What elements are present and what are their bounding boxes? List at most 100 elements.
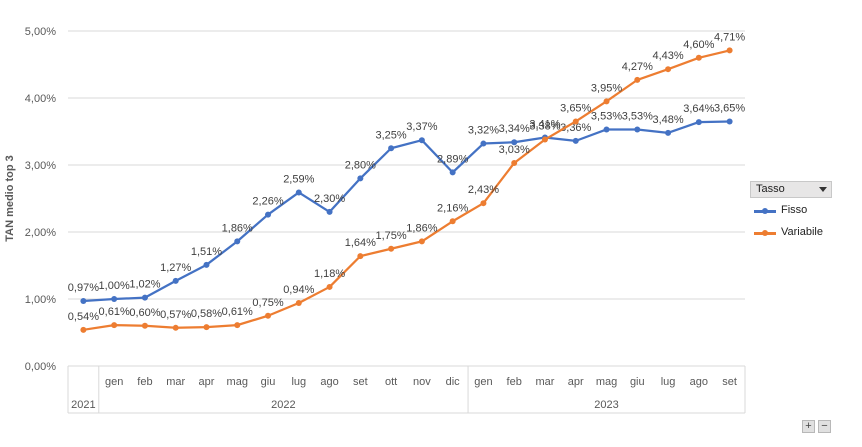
data-point <box>449 218 456 225</box>
x-tick-label: gen <box>474 376 492 388</box>
data-point <box>634 76 641 83</box>
data-label: 3,64% <box>683 103 714 115</box>
x-tick-label: ago <box>690 376 708 388</box>
data-point <box>265 312 272 319</box>
data-point <box>234 322 241 329</box>
x-tick-label: mar <box>536 376 555 388</box>
data-point <box>111 322 118 329</box>
series-line-variabile <box>83 49 730 331</box>
x-tick-label: giu <box>261 376 276 388</box>
x-tick-label: mar <box>166 376 185 388</box>
data-point <box>80 298 87 305</box>
y-tick-label: 5,00% <box>25 26 56 38</box>
data-label: 1,75% <box>376 230 407 242</box>
collapse-field-button[interactable]: − <box>818 420 831 433</box>
data-label: 2,59% <box>283 173 314 185</box>
data-label: 0,61% <box>99 306 130 318</box>
legend-label: Fisso <box>781 204 808 216</box>
x-tick-label: mag <box>596 376 617 388</box>
data-label: 4,43% <box>652 50 683 62</box>
data-label: 2,26% <box>252 196 283 208</box>
legend-title: Tasso <box>756 183 785 195</box>
y-tick-label: 2,00% <box>25 227 56 239</box>
data-point <box>695 54 702 61</box>
data-label: 1,51% <box>191 246 222 258</box>
data-label: 1,02% <box>129 279 160 291</box>
data-label: 0,94% <box>283 284 314 296</box>
data-point <box>603 98 610 105</box>
data-label: 0,97% <box>68 282 99 294</box>
data-label: 1,00% <box>99 280 130 292</box>
x-tick-label: nov <box>413 376 431 388</box>
data-point <box>603 126 610 133</box>
data-point <box>511 159 518 166</box>
data-point <box>172 324 179 331</box>
data-point <box>111 296 118 302</box>
x-tick-label: lug <box>291 376 306 388</box>
data-point <box>449 169 456 176</box>
data-point <box>265 211 272 218</box>
data-label: 3,53% <box>591 110 622 122</box>
series-line-fisso <box>83 120 730 303</box>
legend-label: Variabile <box>781 226 823 238</box>
data-point <box>295 189 302 196</box>
data-point <box>203 324 210 331</box>
data-label: 3,41% <box>529 119 560 131</box>
data-label: 3,65% <box>714 102 745 114</box>
data-point <box>295 300 302 307</box>
data-label: 1,27% <box>160 262 191 274</box>
data-label: 0,57% <box>160 309 191 321</box>
data-point <box>541 136 548 143</box>
x-tick-label: lug <box>661 376 676 388</box>
data-point <box>357 175 364 182</box>
data-label: 0,60% <box>129 307 160 319</box>
data-label: 4,27% <box>622 61 653 73</box>
x-tick-label: apr <box>568 376 584 388</box>
data-point <box>634 126 641 133</box>
data-point <box>80 326 87 333</box>
legend-filter-dropdown[interactable]: Tasso <box>750 181 832 198</box>
x-tick-label: apr <box>199 376 215 388</box>
data-label: 2,80% <box>345 159 376 171</box>
data-point <box>141 294 148 301</box>
data-point <box>234 238 241 245</box>
data-label: 3,65% <box>560 102 591 114</box>
data-point <box>480 200 487 207</box>
x-tick-label: feb <box>137 376 152 388</box>
x-tick-label: ago <box>320 376 338 388</box>
chevron-down-icon[interactable] <box>819 187 827 192</box>
x-tick-label: dic <box>446 376 461 388</box>
data-label: 2,43% <box>468 184 499 196</box>
legend: Tasso Fisso Variabile <box>750 181 834 251</box>
data-label: 3,38% <box>529 121 560 133</box>
data-label: 3,48% <box>652 114 683 126</box>
data-point <box>172 277 179 284</box>
data-label: 1,64% <box>345 237 376 249</box>
data-label: 0,54% <box>68 311 99 323</box>
data-point <box>203 261 210 268</box>
x-tick-label: set <box>722 376 737 388</box>
data-label: 3,32% <box>468 125 499 137</box>
data-label: 1,18% <box>314 268 345 280</box>
marker-dot-icon <box>762 230 768 236</box>
data-label: 0,58% <box>191 308 222 320</box>
data-point <box>326 283 333 290</box>
year-label: 2023 <box>594 399 618 411</box>
data-label: 3,25% <box>376 129 407 141</box>
year-label: 2021 <box>71 399 95 411</box>
year-label: 2022 <box>271 399 295 411</box>
x-tick-label: gen <box>105 376 123 388</box>
data-label: 4,71% <box>714 31 745 43</box>
data-point <box>326 208 333 215</box>
data-point <box>665 129 672 136</box>
data-label: 3,34% <box>499 123 530 135</box>
x-tick-label: mag <box>227 376 248 388</box>
expand-field-button[interactable]: + <box>802 420 815 433</box>
data-label: 4,60% <box>683 39 714 51</box>
y-tick-label: 4,00% <box>25 93 56 105</box>
data-label: 3,03% <box>499 144 530 156</box>
data-point <box>480 140 487 147</box>
data-point <box>388 245 395 252</box>
data-point <box>695 119 702 126</box>
data-label: 3,53% <box>622 110 653 122</box>
